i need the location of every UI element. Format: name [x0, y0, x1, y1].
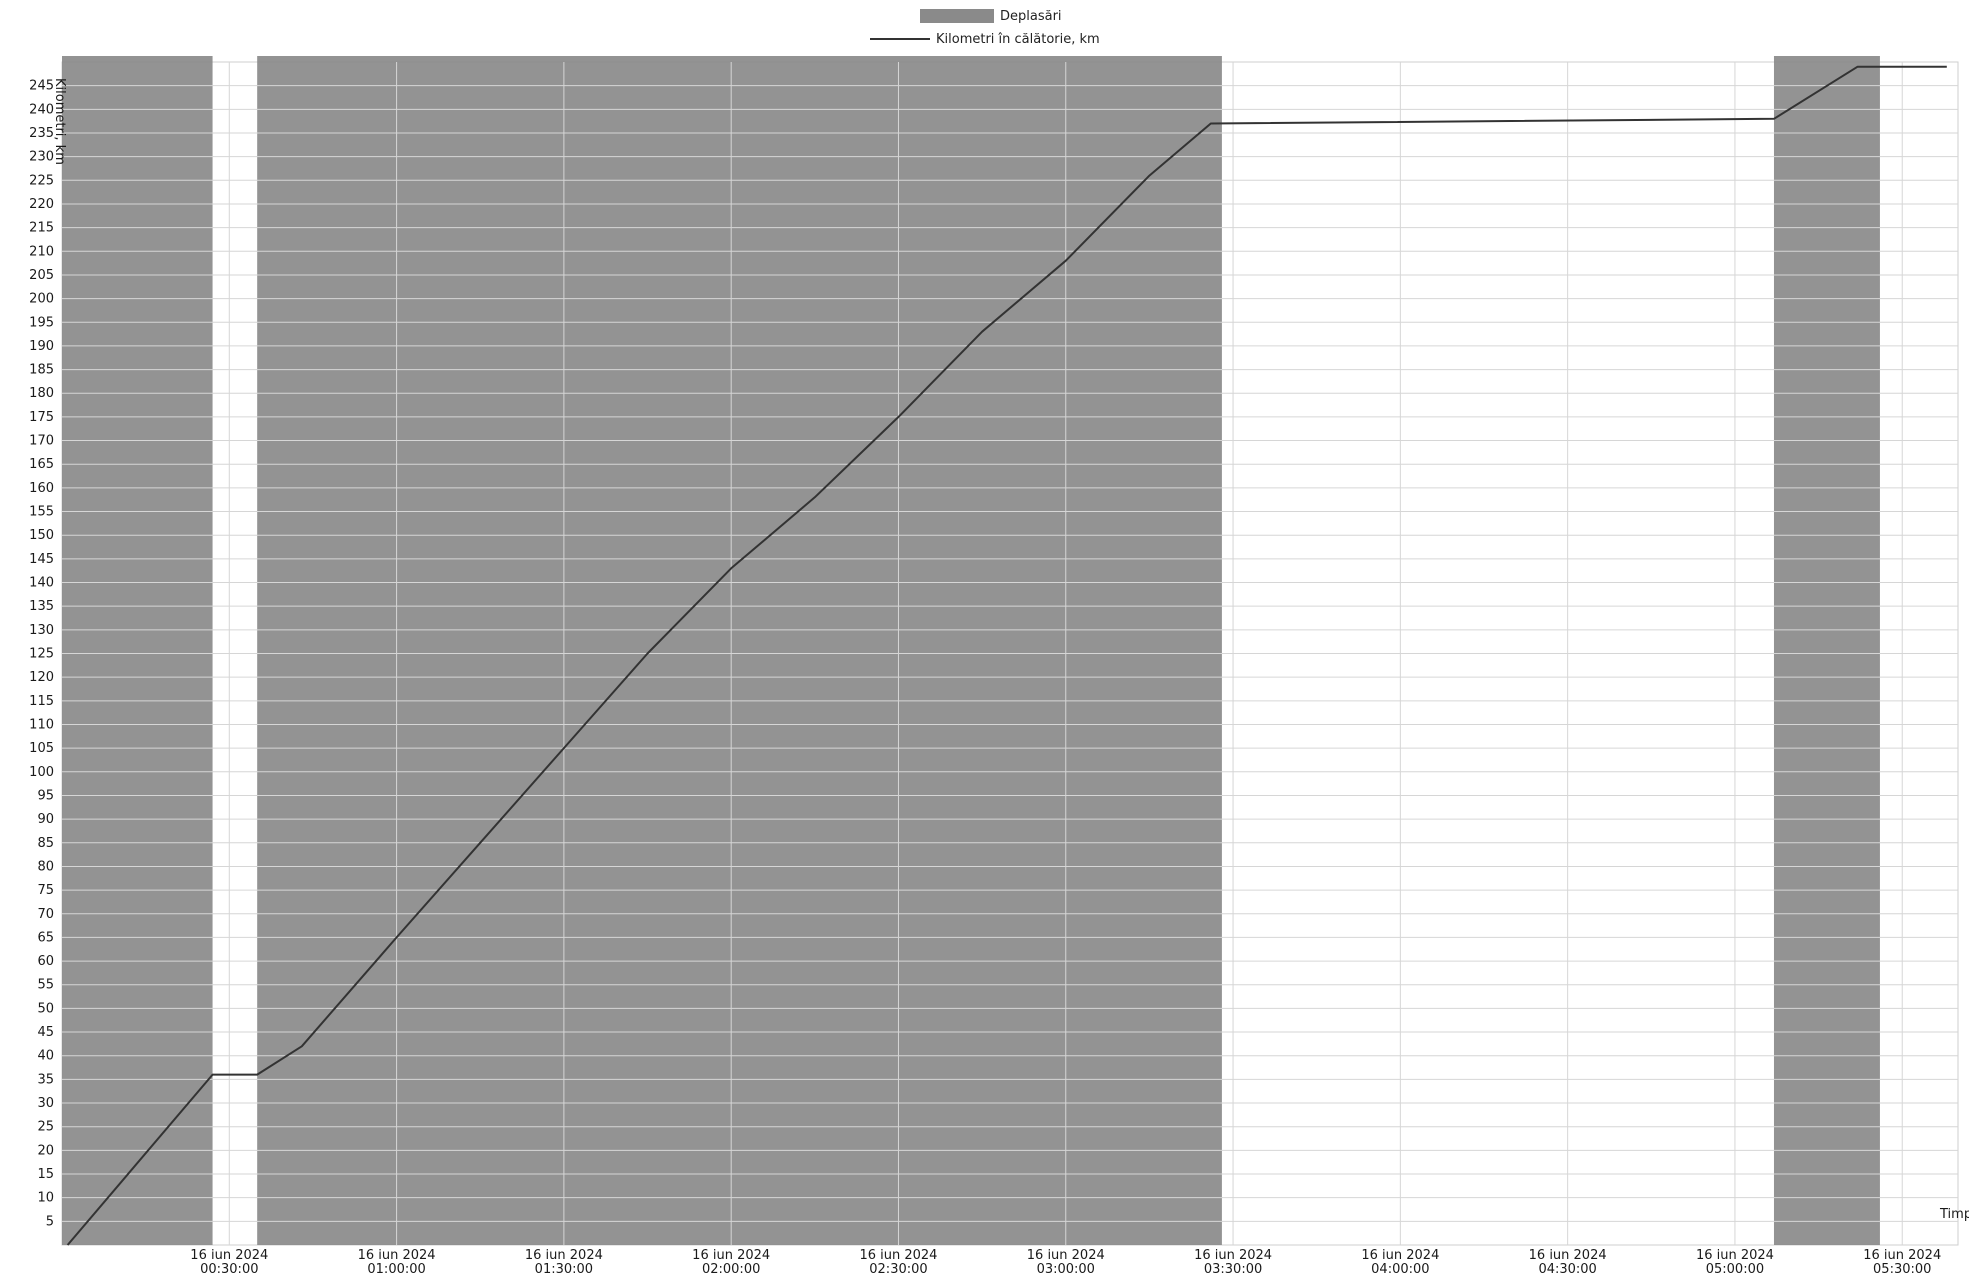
y-tick-label: 105 [29, 741, 54, 756]
x-tick-date: 16 iun 2024 [525, 1248, 603, 1263]
legend-item-trips: Deplasări [840, 6, 1100, 26]
x-tick-date: 16 iun 2024 [1027, 1248, 1105, 1263]
y-tick-label: 15 [37, 1167, 54, 1182]
y-tick-label: 155 [29, 505, 54, 520]
y-tick-label: 30 [37, 1096, 54, 1111]
y-tick-label: 245 [29, 79, 54, 94]
x-tick-date: 16 iun 2024 [190, 1248, 268, 1263]
legend-item-distance: Kilometri în călătorie, km [840, 29, 1100, 49]
y-tick-label: 180 [29, 386, 54, 401]
x-tick-time: 00:30:00 [200, 1262, 258, 1277]
x-axis-label: Timp [1939, 1207, 1969, 1222]
x-tick-time: 05:00:00 [1706, 1262, 1764, 1277]
y-tick-label: 165 [29, 457, 54, 472]
y-tick-label: 120 [29, 670, 54, 685]
y-tick-label: 235 [29, 126, 54, 141]
distance-line [66, 65, 1947, 1246]
y-tick-label: 75 [37, 883, 54, 898]
y-tick-label: 20 [37, 1143, 54, 1158]
trip-band [257, 56, 1222, 1245]
y-tick-label: 70 [37, 907, 54, 922]
x-tick-time: 03:00:00 [1037, 1262, 1095, 1277]
y-tick-label: 85 [37, 836, 54, 851]
x-tick-time: 04:30:00 [1538, 1262, 1596, 1277]
y-tick-label: 5 [46, 1214, 54, 1229]
y-tick-label: 175 [29, 410, 54, 425]
y-tick-label: 140 [29, 576, 54, 591]
y-tick-label: 95 [37, 788, 54, 803]
y-tick-label: 90 [37, 812, 54, 827]
x-tick-time: 01:00:00 [367, 1262, 425, 1277]
x-tick-date: 16 iun 2024 [859, 1248, 937, 1263]
x-tick-date: 16 iun 2024 [692, 1248, 770, 1263]
y-tick-label: 60 [37, 954, 54, 969]
y-tick-label: 135 [29, 599, 54, 614]
trip-band [62, 56, 213, 1245]
y-tick-label: 210 [29, 244, 54, 259]
x-tick-date: 16 iun 2024 [1194, 1248, 1272, 1263]
y-tick-label: 190 [29, 339, 54, 354]
legend-swatch-trips [920, 9, 994, 23]
y-axis-label: Kilometri, km [52, 78, 67, 165]
y-tick-label: 65 [37, 930, 54, 945]
y-tick-label: 100 [29, 765, 54, 780]
legend-label-trips: Deplasări [1000, 8, 1062, 24]
y-tick-label: 80 [37, 859, 54, 874]
x-tick-time: 05:30:00 [1873, 1262, 1931, 1277]
y-tick-label: 45 [37, 1025, 54, 1040]
x-tick-time: 03:30:00 [1204, 1262, 1262, 1277]
y-tick-label: 55 [37, 978, 54, 993]
x-tick-time: 02:30:00 [869, 1262, 927, 1277]
y-tick-label: 215 [29, 221, 54, 236]
x-tick-date: 16 iun 2024 [358, 1248, 436, 1263]
y-tick-label: 220 [29, 197, 54, 212]
y-tick-label: 110 [29, 717, 54, 732]
y-tick-label: 115 [29, 694, 54, 709]
y-tick-label: 230 [29, 150, 54, 165]
y-tick-label: 50 [37, 1001, 54, 1016]
y-tick-label: 125 [29, 647, 54, 662]
y-tick-label: 10 [37, 1191, 54, 1206]
x-tick-time: 01:30:00 [535, 1262, 593, 1277]
x-tick-time: 02:00:00 [702, 1262, 760, 1277]
y-tick-label: 240 [29, 102, 54, 117]
y-tick-label: 160 [29, 481, 54, 496]
legend: Deplasări Kilometri în călătorie, km [840, 6, 1100, 52]
y-tick-label: 185 [29, 363, 54, 378]
y-tick-label: 195 [29, 315, 54, 330]
y-tick-label: 130 [29, 623, 54, 638]
y-tick-label: 170 [29, 434, 54, 449]
y-tick-label: 225 [29, 173, 54, 188]
y-tick-label: 35 [37, 1072, 54, 1087]
x-tick-date: 16 iun 2024 [1863, 1248, 1941, 1263]
y-tick-label: 205 [29, 268, 54, 283]
x-tick-date: 16 iun 2024 [1361, 1248, 1439, 1263]
legend-label-distance: Kilometri în călătorie, km [936, 31, 1100, 47]
y-tick-label: 150 [29, 528, 54, 543]
x-tick-time: 04:00:00 [1371, 1262, 1429, 1277]
legend-swatch-distance [870, 38, 930, 40]
x-tick-date: 16 iun 2024 [1529, 1248, 1607, 1263]
trip-band [1773, 56, 1880, 1245]
x-tick-date: 16 iun 2024 [1696, 1248, 1774, 1263]
y-tick-label: 25 [37, 1120, 54, 1135]
y-tick-label: 145 [29, 552, 54, 567]
y-tick-label: 200 [29, 292, 54, 307]
y-tick-label: 40 [37, 1049, 54, 1064]
